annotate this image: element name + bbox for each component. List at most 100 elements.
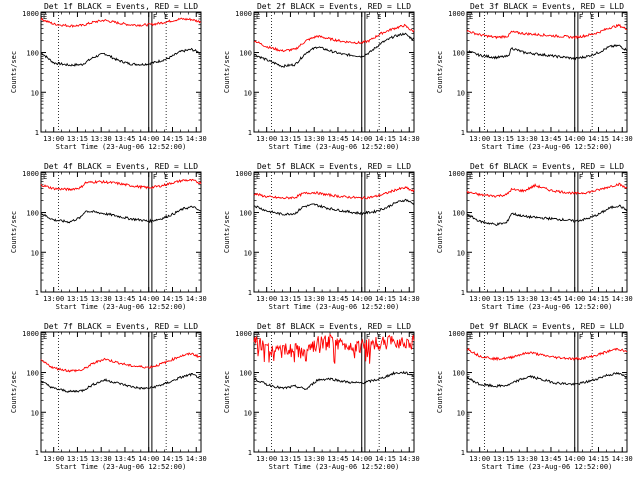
y-axis-label: Counts/sec [223, 211, 231, 253]
series-line-events [40, 47, 202, 67]
marker-e-label: E [590, 333, 594, 341]
x-tick-label: 13:30 [91, 135, 112, 143]
x-axis-label: Start Time (23-Aug-06 12:52:00) [482, 143, 613, 151]
y-tick-label: 1000 [448, 10, 465, 18]
y-tick-label: 1000 [235, 170, 252, 178]
x-tick-label: 13:00 [43, 135, 64, 143]
series-line-lld [40, 352, 202, 373]
x-tick-label: 14:30 [399, 295, 420, 303]
x-tick-label: 14:00 [564, 135, 585, 143]
marker-e-label: E [164, 173, 168, 181]
y-tick-label: 10 [244, 249, 252, 257]
x-tick-label: 13:30 [304, 135, 325, 143]
marker-f-label: F [153, 173, 157, 181]
panel-title: Det 6f BLACK = Events, RED = LLD [470, 162, 624, 171]
marker-e-label: E [164, 333, 168, 341]
y-axis-label: Counts/sec [10, 51, 18, 93]
x-tick-label: 13:45 [327, 295, 348, 303]
y-tick-label: 1 [248, 289, 252, 297]
plot-frame [40, 171, 202, 293]
plot-frame [40, 11, 202, 133]
marker-f-label: F [366, 173, 370, 181]
plot-frame [466, 331, 628, 453]
x-tick-label: 14:00 [564, 455, 585, 463]
y-tick-label: 10 [457, 249, 465, 257]
x-tick-label: 13:45 [114, 455, 135, 463]
series-line-lld [466, 23, 628, 40]
x-tick-label: 13:30 [91, 455, 112, 463]
x-tick-label: 14:30 [399, 135, 420, 143]
x-axis-label: Start Time (23-Aug-06 12:52:00) [482, 303, 613, 311]
x-tick-label: 13:15 [67, 455, 88, 463]
y-tick-label: 10 [31, 249, 39, 257]
panel-det-8: Det 8f BLACK = Events, RED = LLD 1 10 100 10… [223, 322, 420, 471]
x-tick-label: 13:00 [43, 295, 64, 303]
x-tick-label: 13:15 [280, 295, 301, 303]
x-tick-label: 13:45 [540, 135, 561, 143]
x-tick-label: 14:00 [138, 295, 159, 303]
x-tick-label: 14:15 [162, 295, 183, 303]
x-tick-label: 13:45 [327, 455, 348, 463]
series-line-events [466, 371, 628, 388]
series-line-events [253, 32, 415, 68]
marker-e-label: E [43, 333, 47, 341]
y-tick-label: 1 [35, 449, 39, 457]
panel-det-7: Det 7f BLACK = Events, RED = LLD 1 10 100 10… [10, 322, 207, 471]
marker-f-label: F [579, 333, 583, 341]
series-line-lld [466, 347, 628, 362]
marker-e-label: E [256, 173, 260, 181]
x-tick-label: 14:30 [399, 455, 420, 463]
y-axis-label: Counts/sec [436, 211, 444, 253]
x-axis-label: Start Time (23-Aug-06 12:52:00) [56, 143, 187, 151]
x-tick-label: 14:30 [186, 135, 207, 143]
plot-frame [253, 11, 415, 133]
x-tick-label: 14:30 [612, 135, 633, 143]
x-tick-label: 13:00 [43, 455, 64, 463]
plot-frame [253, 331, 415, 453]
panel-title: Det 1f BLACK = Events, RED = LLD [44, 2, 198, 11]
x-tick-label: 13:00 [469, 135, 490, 143]
y-tick-label: 10 [457, 409, 465, 417]
y-tick-label: 10 [244, 409, 252, 417]
series-line-lld [253, 23, 415, 53]
x-tick-label: 13:45 [540, 455, 561, 463]
x-tick-label: 14:30 [186, 455, 207, 463]
y-tick-label: 1 [35, 289, 39, 297]
series-line-lld [253, 333, 415, 364]
marker-e-label: E [256, 13, 260, 21]
marker-e-label: E [590, 13, 594, 21]
y-tick-label: 1 [461, 129, 465, 137]
series-line-lld [466, 182, 628, 198]
y-axis-label: Counts/sec [223, 371, 231, 413]
y-axis-label: Counts/sec [436, 371, 444, 413]
x-tick-label: 14:15 [162, 135, 183, 143]
y-tick-label: 10 [244, 89, 252, 97]
marker-f-label: F [153, 13, 157, 21]
y-tick-label: 1000 [22, 170, 39, 178]
x-tick-label: 13:15 [280, 135, 301, 143]
panel-det-6: Det 6f BLACK = Events, RED = LLD 1 10 100 10… [436, 162, 633, 311]
y-tick-label: 10 [31, 409, 39, 417]
y-tick-label: 100 [26, 210, 39, 218]
series-line-lld [253, 186, 415, 200]
x-tick-label: 13:00 [256, 135, 277, 143]
x-tick-label: 13:00 [256, 295, 277, 303]
marker-e-label: E [377, 173, 381, 181]
marker-f-label: F [366, 13, 370, 21]
y-tick-label: 1 [248, 129, 252, 137]
x-tick-label: 14:30 [612, 455, 633, 463]
series-line-events [466, 204, 628, 227]
series-line-events [254, 198, 415, 216]
x-tick-label: 13:00 [256, 455, 277, 463]
y-axis-label: Counts/sec [10, 371, 18, 413]
marker-e-label: E [377, 333, 381, 341]
x-axis-label: Start Time (23-Aug-06 12:52:00) [482, 463, 613, 471]
marker-f-label: F [366, 333, 370, 341]
series-line-lld [40, 178, 202, 192]
y-tick-label: 100 [239, 210, 252, 218]
plot-frame [253, 171, 415, 293]
series-line-events [466, 44, 627, 61]
y-tick-label: 10 [31, 89, 39, 97]
panel-title: Det 9f BLACK = Events, RED = LLD [470, 322, 624, 331]
marker-f-label: F [579, 173, 583, 181]
